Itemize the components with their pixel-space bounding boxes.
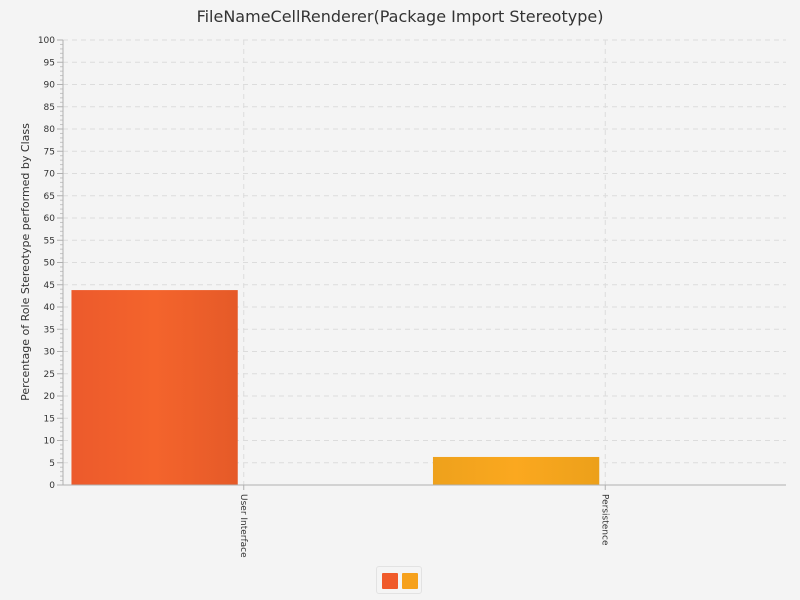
x-tick-label: Persistence xyxy=(599,494,609,546)
x-tick-label: User Interface xyxy=(238,494,248,558)
y-tick-label: 30 xyxy=(44,348,56,358)
y-tick-label: 55 xyxy=(44,236,55,246)
bar-user-interface xyxy=(71,290,238,485)
y-tick-label: 100 xyxy=(38,36,55,46)
y-axis-label: Percentage of Role Stereotype performed … xyxy=(19,123,32,401)
y-tick-label: 40 xyxy=(44,303,56,313)
y-tick-label: 70 xyxy=(44,170,56,180)
legend-swatch-persistence xyxy=(402,573,418,589)
y-tick-label: 50 xyxy=(44,259,56,269)
y-tick-label: 65 xyxy=(44,192,55,202)
y-tick-label: 45 xyxy=(44,281,55,291)
y-tick-label: 5 xyxy=(49,459,55,469)
y-tick-label: 75 xyxy=(44,147,55,157)
y-tick-label: 60 xyxy=(44,214,56,224)
y-tick-label: 80 xyxy=(44,125,56,135)
y-tick-label: 95 xyxy=(44,58,55,68)
y-tick-label: 90 xyxy=(44,81,56,91)
y-tick-label: 85 xyxy=(44,103,55,113)
y-tick-label: 25 xyxy=(44,370,55,380)
y-axis: 0 5 10 15 20 25 30 35 40 45 50 55 60 65 70 75 80 85 90 95 10… xyxy=(38,36,64,491)
x-axis: User Interface Persistence xyxy=(63,484,786,558)
chart-title: FileNameCellRenderer(Package Import Ster… xyxy=(196,7,604,26)
y-tick-label: 15 xyxy=(44,414,55,424)
bar-persistence xyxy=(432,456,600,485)
legend-swatch-user-interface xyxy=(382,573,398,589)
y-tick-label: 35 xyxy=(44,325,55,335)
y-tick-label: 20 xyxy=(44,392,56,402)
y-tick-label: 10 xyxy=(44,437,56,447)
y-tick-label: 0 xyxy=(49,481,55,491)
legend xyxy=(376,566,422,594)
bars xyxy=(71,290,600,485)
